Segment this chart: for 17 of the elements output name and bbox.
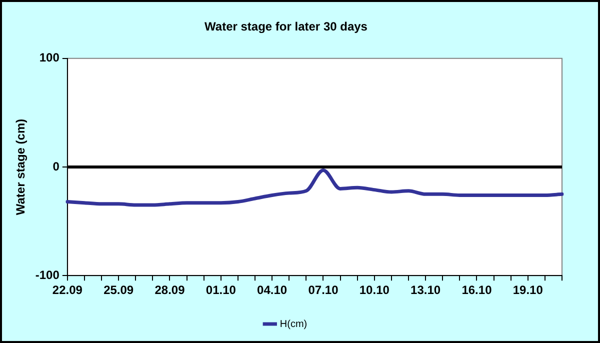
- x-tick-label: 28.09: [154, 283, 186, 298]
- y-tick-label: -100: [35, 268, 60, 282]
- chart-title: Water stage for later 30 days: [204, 20, 368, 34]
- y-axis-title: Water stage (cm): [14, 118, 28, 216]
- x-tick-label: 10.10: [359, 283, 390, 298]
- x-tick-label: 13.10: [410, 283, 441, 298]
- y-tick-label: 100: [39, 50, 60, 65]
- y-tick-label: 0: [52, 159, 60, 174]
- x-tick-label: 07.10: [308, 283, 339, 298]
- line-series: [66, 168, 564, 207]
- legend-label: H(cm): [280, 318, 308, 330]
- x-tick-label: 19.10: [512, 283, 544, 298]
- x-tick-label: 22.09: [52, 283, 83, 298]
- x-tick-label: 25.09: [104, 283, 134, 298]
- x-tick-label: 01.10: [206, 283, 236, 298]
- x-tick-label: 04.10: [257, 283, 288, 298]
- x-tick-label: 16.10: [462, 283, 492, 298]
